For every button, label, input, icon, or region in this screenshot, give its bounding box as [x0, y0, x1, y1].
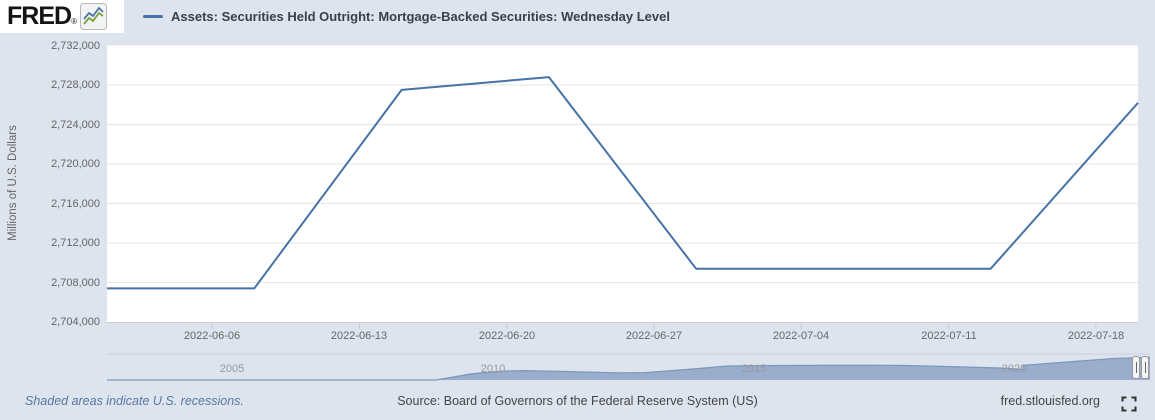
navigator-handle-right[interactable]	[1141, 356, 1149, 379]
registered-mark: ®	[71, 17, 77, 26]
handle-grip-icon	[1145, 362, 1146, 373]
x-axis-label: 2022-06-20	[478, 330, 536, 342]
navigator-year-label: 2005	[219, 363, 245, 375]
y-axis-title: Millions of U.S. Dollars	[7, 125, 19, 241]
y-axis-label: 2,712,000	[51, 237, 100, 249]
x-axis-label: 2022-06-06	[183, 330, 241, 342]
y-axis-label: 2,732,000	[51, 40, 100, 52]
x-axis-label: 2022-07-18	[1067, 330, 1125, 342]
fred-logo-box: FRED®	[0, 0, 124, 33]
navigator-year-label: 2015	[741, 363, 767, 375]
navigator-outline	[107, 356, 1151, 381]
y-axis-label: 2,724,000	[51, 119, 100, 131]
series-line	[107, 76, 1139, 290]
fred-logo[interactable]: FRED®	[7, 2, 77, 30]
x-axis-label: 2022-06-13	[330, 330, 388, 342]
x-axis-label: 2022-07-04	[772, 330, 830, 342]
x-axis-label: 2022-06-27	[625, 330, 683, 342]
y-axis-label: 2,720,000	[51, 158, 100, 170]
fred-logo-chart-icon	[80, 3, 107, 30]
fred-site-link[interactable]: fred.stlouisfed.org	[1000, 394, 1100, 408]
recession-note-link[interactable]: Shaded areas indicate U.S. recessions.	[25, 394, 244, 408]
legend-line-marker	[143, 15, 163, 18]
plot-area[interactable]	[107, 45, 1138, 323]
series-title[interactable]: Assets: Securities Held Outright: Mortga…	[171, 9, 670, 24]
y-axis-label: 2,708,000	[51, 277, 100, 289]
x-axis-label: 2022-07-11	[921, 330, 977, 342]
navigator-year-label: 2020	[1001, 363, 1027, 375]
navigator-area[interactable]	[107, 357, 1150, 380]
y-axis-label: 2,704,000	[51, 316, 100, 328]
y-axis-label: 2,728,000	[51, 79, 100, 91]
navigator-handle-left[interactable]	[1132, 356, 1140, 379]
handle-grip-icon	[1136, 362, 1137, 373]
fullscreen-icon[interactable]	[1121, 396, 1137, 412]
source-text: Source: Board of Governors of the Federa…	[397, 394, 758, 408]
navigator-year-label: 2010	[480, 363, 506, 375]
y-axis-label: 2,716,000	[51, 198, 100, 210]
